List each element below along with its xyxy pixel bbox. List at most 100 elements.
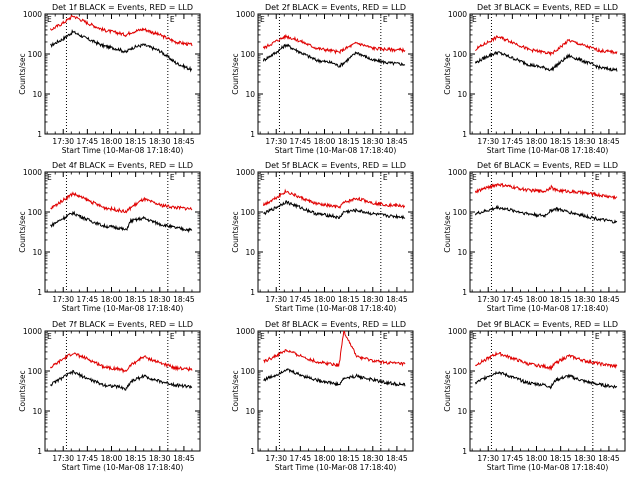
x-tick-label: 18:30 bbox=[149, 137, 171, 146]
start-marker-label: E bbox=[260, 332, 265, 341]
panel-title: Det 4f BLACK = Events, RED = LLD bbox=[52, 161, 193, 170]
y-tick-label: 1 bbox=[250, 288, 255, 297]
y-axis-label: Counts/sec bbox=[18, 211, 27, 252]
x-axis-label: Start Time (10-Mar-08 17:18:40) bbox=[275, 463, 397, 472]
x-tick-label: 17:30 bbox=[477, 454, 499, 463]
y-axis-label: Counts/sec bbox=[443, 53, 452, 94]
panel-8: Det 8f BLACK = Events, RED = LLD 1 10 100 10… bbox=[231, 320, 414, 472]
x-tick-label: 17:45 bbox=[77, 454, 99, 463]
lld-series-line bbox=[263, 330, 406, 368]
x-tick-label: 18:30 bbox=[149, 454, 171, 463]
x-tick-label: 17:30 bbox=[52, 137, 74, 146]
x-tick-label: 18:15 bbox=[550, 137, 572, 146]
plot-frame bbox=[257, 330, 414, 452]
y-tick-label: 10 bbox=[245, 248, 255, 257]
x-tick-label: 18:15 bbox=[338, 454, 360, 463]
lld-series-line bbox=[262, 188, 406, 210]
panel-2: Det 2f BLACK = Events, RED = LLD 1 10 100 10… bbox=[231, 3, 414, 155]
panel-title: Det 2f BLACK = Events, RED = LLD bbox=[265, 3, 406, 12]
x-axis-label: Start Time (10-Mar-08 17:18:40) bbox=[62, 146, 184, 155]
panel-title: Det 6f BLACK = Events, RED = LLD bbox=[477, 161, 618, 170]
x-axis-label: Start Time (10-Mar-08 17:18:40) bbox=[62, 304, 184, 313]
end-marker-label: E bbox=[383, 15, 388, 24]
panel-title: Det 5f BLACK = Events, RED = LLD bbox=[265, 161, 406, 170]
y-tick-label: 1 bbox=[37, 447, 42, 456]
x-tick-label: 18:30 bbox=[362, 295, 384, 304]
panel-title: Det 9f BLACK = Events, RED = LLD bbox=[477, 320, 618, 329]
end-marker-label: E bbox=[170, 15, 175, 24]
events-series-line bbox=[50, 210, 193, 234]
panel-4: Det 4f BLACK = Events, RED = LLD 1 10 100 10… bbox=[18, 161, 201, 313]
y-tick-label: 10 bbox=[245, 90, 255, 99]
y-tick-label: 1 bbox=[37, 130, 42, 139]
y-tick-label: 10 bbox=[457, 248, 467, 257]
y-tick-label: 100 bbox=[28, 208, 43, 217]
x-tick-label: 18:15 bbox=[550, 295, 572, 304]
x-tick-label: 18:45 bbox=[173, 454, 195, 463]
lld-series-line bbox=[475, 35, 618, 57]
start-marker-label: E bbox=[472, 173, 477, 182]
y-axis-label: Counts/sec bbox=[231, 53, 240, 94]
plot-frame bbox=[469, 171, 626, 293]
x-axis-label: Start Time (10-Mar-08 17:18:40) bbox=[275, 304, 397, 313]
x-axis-label: Start Time (10-Mar-08 17:18:40) bbox=[487, 304, 609, 313]
y-tick-label: 1 bbox=[250, 130, 255, 139]
x-tick-label: 18:00 bbox=[101, 137, 123, 146]
lld-series-line bbox=[262, 33, 406, 55]
y-tick-label: 1000 bbox=[448, 327, 467, 336]
x-tick-label: 18:45 bbox=[598, 454, 620, 463]
y-tick-label: 10 bbox=[457, 407, 467, 416]
x-tick-label: 18:00 bbox=[314, 137, 336, 146]
events-series-line bbox=[262, 43, 406, 68]
start-marker-label: E bbox=[472, 332, 477, 341]
y-axis-label: Counts/sec bbox=[18, 53, 27, 94]
x-tick-label: 18:00 bbox=[314, 295, 336, 304]
plot-frame bbox=[469, 330, 626, 452]
y-axis-label: Counts/sec bbox=[18, 370, 27, 411]
x-tick-label: 17:45 bbox=[502, 295, 524, 304]
x-tick-label: 18:30 bbox=[149, 295, 171, 304]
y-axis-label: Counts/sec bbox=[443, 370, 452, 411]
start-marker-label: E bbox=[47, 173, 52, 182]
x-tick-label: 18:15 bbox=[338, 137, 360, 146]
plot-frame bbox=[257, 13, 414, 135]
x-tick-label: 18:45 bbox=[386, 454, 408, 463]
y-tick-label: 10 bbox=[32, 248, 42, 257]
events-series-line bbox=[474, 204, 618, 224]
events-series-line bbox=[474, 50, 618, 72]
plot-frame bbox=[469, 13, 626, 135]
x-tick-label: 18:30 bbox=[362, 454, 384, 463]
x-tick-label: 17:30 bbox=[52, 454, 74, 463]
x-tick-label: 18:15 bbox=[125, 137, 147, 146]
x-tick-label: 18:30 bbox=[362, 137, 384, 146]
events-series-line bbox=[474, 370, 618, 390]
x-tick-label: 18:30 bbox=[574, 137, 596, 146]
y-tick-label: 1 bbox=[37, 288, 42, 297]
y-tick-label: 1 bbox=[462, 130, 467, 139]
end-marker-label: E bbox=[595, 332, 600, 341]
lld-series-line bbox=[50, 191, 193, 214]
x-tick-label: 18:00 bbox=[101, 454, 123, 463]
y-tick-label: 1000 bbox=[23, 168, 42, 177]
end-marker-label: E bbox=[170, 332, 175, 341]
x-tick-label: 17:45 bbox=[77, 137, 99, 146]
y-tick-label: 1 bbox=[462, 447, 467, 456]
events-series-line bbox=[50, 29, 193, 73]
lld-series-line bbox=[475, 351, 618, 372]
y-tick-label: 1 bbox=[462, 288, 467, 297]
y-axis-label: Counts/sec bbox=[443, 211, 452, 252]
x-tick-label: 18:45 bbox=[173, 137, 195, 146]
y-tick-label: 10 bbox=[457, 90, 467, 99]
panel-7: Det 7f BLACK = Events, RED = LLD 1 10 100 10… bbox=[18, 320, 201, 472]
plot-frame bbox=[44, 13, 201, 135]
x-tick-label: 18:45 bbox=[598, 137, 620, 146]
start-marker-label: E bbox=[472, 15, 477, 24]
start-marker-label: E bbox=[260, 173, 265, 182]
x-tick-label: 18:15 bbox=[338, 295, 360, 304]
events-series-line bbox=[50, 369, 193, 391]
x-tick-label: 17:45 bbox=[502, 137, 524, 146]
x-tick-label: 17:45 bbox=[290, 137, 312, 146]
x-tick-label: 17:45 bbox=[77, 295, 99, 304]
x-axis-label: Start Time (10-Mar-08 17:18:40) bbox=[487, 463, 609, 472]
y-axis-label: Counts/sec bbox=[231, 370, 240, 411]
